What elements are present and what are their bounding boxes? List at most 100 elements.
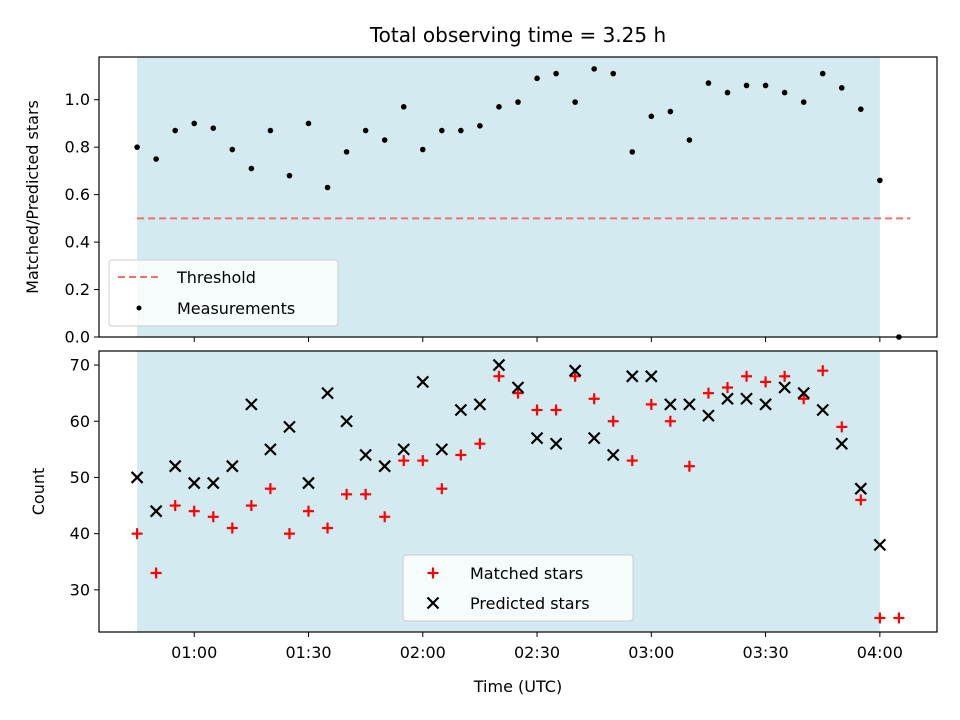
matched-star-point — [741, 370, 753, 382]
top-y-tick-label: 0.4 — [65, 233, 90, 252]
top-legend: Threshold Measurements — [108, 259, 339, 327]
measurement-point — [629, 149, 636, 155]
predicted-star-point — [473, 398, 487, 411]
matched-stars-points — [131, 365, 905, 624]
bottom-x-tick-label: 02:30 — [514, 643, 560, 662]
predicted-star-point — [854, 482, 868, 495]
measurement-point — [267, 127, 274, 134]
bottom-y-tick-label: 60 — [70, 412, 90, 431]
bottom-y-tick-label: 30 — [70, 580, 90, 599]
matched-star-point — [512, 387, 524, 399]
matched-star-point — [588, 393, 600, 405]
predicted-star-point — [645, 370, 658, 383]
measurement-point — [191, 120, 198, 127]
measurement-point — [686, 137, 693, 143]
matched-star-point — [607, 415, 619, 427]
matched-star-point — [702, 387, 714, 399]
matched-star-point — [207, 511, 219, 523]
measurement-point — [534, 75, 540, 82]
bottom-x-tick-label: 03:30 — [743, 643, 789, 662]
predicted-star-point — [625, 370, 639, 383]
matched-star-point — [322, 522, 334, 534]
measurement-point — [496, 104, 502, 110]
matched-star-point — [683, 460, 695, 472]
measurement-point — [248, 165, 255, 172]
matched-star-point — [569, 370, 581, 382]
bottom-panel: 30 40 50 60 70 01:00 01:30 02:00 02:30 03:00 03:3… — [29, 350, 938, 696]
matched-star-point — [493, 370, 505, 382]
bottom-y-tick-label: 70 — [70, 356, 90, 375]
predicted-star-point — [226, 459, 239, 473]
measurement-point — [229, 146, 236, 153]
measurement-point — [419, 146, 426, 153]
matched-star-point — [264, 483, 276, 495]
bottom-x-tick-label: 01:00 — [171, 643, 217, 662]
predicted-star-point — [359, 448, 372, 462]
measurement-point — [553, 70, 559, 77]
predicted-star-point — [283, 420, 296, 434]
predicted-star-point — [511, 381, 525, 394]
predicted-star-point — [530, 431, 544, 445]
legend-predicted-label: Predicted stars — [470, 594, 590, 613]
top-legend-box — [108, 259, 339, 327]
top-y-tick-label: 0.6 — [65, 185, 90, 204]
measurement-point — [610, 70, 617, 77]
measurement-point — [800, 99, 807, 105]
measurement-point — [762, 82, 769, 89]
measurement-point — [343, 149, 350, 155]
measurement-point — [858, 106, 864, 113]
top-y-tick-label: 1.0 — [65, 90, 90, 109]
predicted-stars-points — [130, 358, 887, 552]
predicted-star-point — [454, 403, 468, 417]
measurement-point — [400, 104, 407, 110]
measurement-point — [705, 80, 712, 86]
matched-star-point — [169, 500, 181, 512]
legend-threshold-label: Threshold — [176, 268, 256, 287]
predicted-star-point — [606, 448, 620, 462]
predicted-star-point — [664, 398, 677, 411]
matched-star-point — [760, 376, 772, 388]
bottom-x-ticks: 01:00 01:30 02:00 02:30 03:00 03:30 04:00 — [171, 632, 903, 662]
predicted-star-point — [168, 459, 182, 473]
matched-star-point — [855, 494, 867, 506]
chart-title: Total observing time = 3.25 h — [369, 23, 666, 47]
measurement-point — [667, 108, 674, 115]
matched-star-point — [303, 505, 314, 517]
matched-star-point — [531, 404, 543, 416]
predicted-star-point — [435, 443, 449, 456]
top-axes-frame — [98, 56, 938, 338]
top-y-tick-label: 0.0 — [65, 328, 90, 347]
predicted-star-point — [187, 476, 201, 490]
predicted-star-point — [873, 538, 887, 552]
bottom-legend: Matched stars Predicted stars — [402, 554, 634, 622]
predicted-star-point — [797, 386, 810, 400]
matched-star-point — [474, 438, 486, 450]
matched-star-point — [436, 483, 448, 495]
bottom-y-axis-label: Count — [29, 468, 48, 516]
matched-star-point — [360, 488, 372, 500]
predicted-star-point — [302, 476, 315, 490]
measurement-point — [439, 127, 445, 134]
matched-star-point — [779, 370, 791, 382]
bottom-x-tick-label: 04:00 — [857, 643, 903, 662]
measurement-point — [515, 99, 521, 105]
legend-matched-marker — [427, 567, 439, 579]
measurement-point — [172, 127, 178, 134]
predicted-star-point — [264, 443, 277, 456]
predicted-star-point — [740, 392, 753, 406]
legend-measurements-swatch — [136, 305, 142, 311]
measurement-point — [134, 144, 140, 150]
legend-predicted-swatch — [426, 596, 440, 610]
predicted-star-point — [130, 471, 144, 484]
legend-matched-swatch — [427, 567, 439, 579]
top-x-ticks — [193, 337, 881, 342]
measurement-point — [324, 184, 331, 191]
measurement-point — [743, 82, 750, 89]
predicted-star-point — [416, 375, 430, 389]
measurement-point — [819, 70, 826, 77]
matched-star-point — [341, 488, 353, 500]
matched-star-point — [398, 455, 410, 467]
matched-star-point — [645, 398, 657, 410]
measurement-point — [877, 177, 883, 184]
